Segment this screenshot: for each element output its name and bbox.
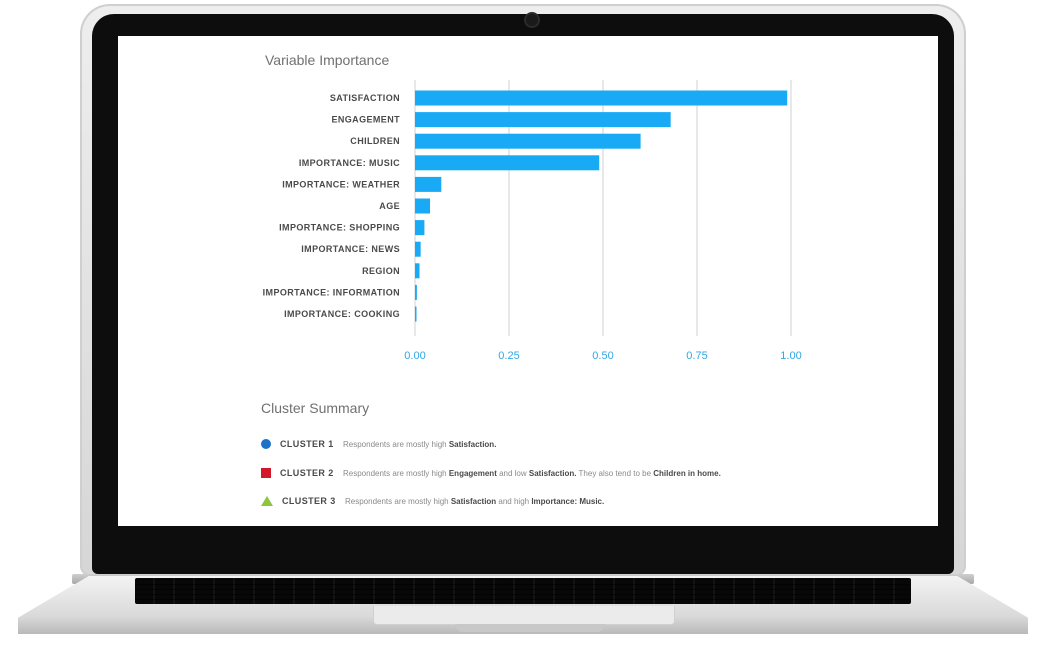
cluster-row: CLUSTER 3 Respondents are mostly high Sat…: [261, 493, 604, 509]
x-tick-label: 1.00: [780, 350, 801, 362]
category-label: ENGAGEMENT: [331, 115, 400, 125]
trackpad: [373, 606, 675, 625]
x-tick-label: 0.25: [498, 350, 519, 362]
category-label: IMPORTANCE: WEATHER: [282, 179, 400, 189]
laptop-screen: Variable Importance 0.00 0.25 0.50 0.75 1.00…: [118, 36, 938, 526]
x-tick-label: 0.50: [592, 350, 613, 362]
circle-marker-icon: [261, 439, 271, 449]
cluster-name: CLUSTER 1: [280, 439, 334, 449]
bar: [415, 198, 431, 214]
bar: [415, 241, 421, 257]
category-label: CHILDREN: [350, 136, 400, 146]
bar: [415, 284, 417, 300]
x-tick-label: 0.00: [404, 350, 425, 362]
category-label: IMPORTANCE: SHOPPING: [279, 223, 400, 233]
cluster-name: CLUSTER 3: [282, 496, 336, 506]
chart-title: Variable Importance: [265, 52, 390, 68]
category-label: SATISFACTION: [330, 93, 400, 103]
cluster-row: CLUSTER 1 Respondents are mostly high Sat…: [261, 436, 496, 452]
variable-importance-chart: 0.00 0.25 0.50 0.75 1.00 SATISFACTION ENGAGEME…: [263, 80, 802, 362]
bar: [415, 306, 417, 322]
cluster-description: Respondents are mostly high Satisfaction…: [345, 496, 605, 506]
bar: [415, 112, 671, 128]
cluster-name: CLUSTER 2: [280, 468, 334, 478]
cluster-row: CLUSTER 2 Respondents are mostly high Eng…: [261, 465, 721, 481]
category-label: IMPORTANCE: NEWS: [301, 244, 400, 254]
category-label: IMPORTANCE: COOKING: [284, 309, 400, 319]
camera-icon: [526, 14, 538, 26]
cluster-description: Respondents are mostly high Satisfaction…: [343, 439, 497, 449]
category-label: AGE: [379, 201, 400, 211]
bar: [415, 90, 788, 106]
x-tick-label: 0.75: [686, 350, 707, 362]
square-marker-icon: [261, 468, 271, 478]
bar: [415, 133, 641, 149]
category-label: IMPORTANCE: INFORMATION: [263, 287, 400, 297]
keyboard: [135, 578, 911, 604]
bar: [415, 263, 420, 279]
category-label: REGION: [362, 266, 400, 276]
lid-notch: [455, 624, 605, 632]
triangle-marker-icon: [261, 496, 273, 506]
bar: [415, 155, 600, 171]
category-label: IMPORTANCE: MUSIC: [299, 158, 400, 168]
cluster-description: Respondents are mostly high Engagement a…: [343, 468, 721, 478]
bar: [415, 176, 442, 192]
bar: [415, 220, 425, 236]
cluster-summary-title: Cluster Summary: [261, 400, 370, 416]
